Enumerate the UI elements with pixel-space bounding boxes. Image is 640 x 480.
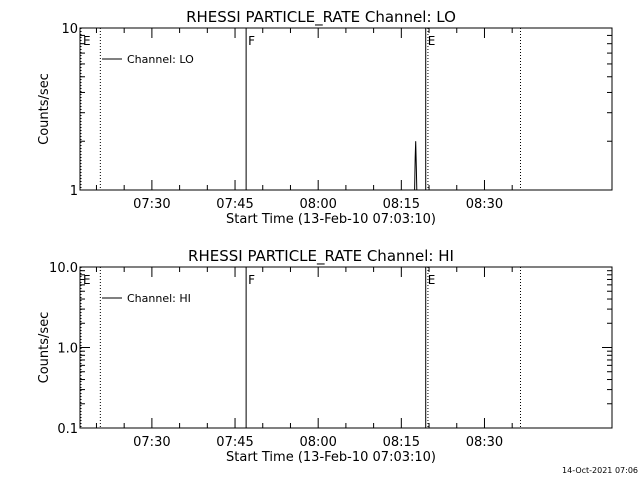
panel1-xtick-label: 08:15 <box>383 197 420 212</box>
panel2-xlabel: Start Time (13-Feb-10 07:03:10) <box>226 450 436 465</box>
panel1-xtick-label: 07:45 <box>216 197 253 212</box>
panel1-event-marker-label: E <box>428 34 436 48</box>
panel2-xtick-label: 07:30 <box>133 435 170 450</box>
panel1-xtick-label: 07:30 <box>133 197 170 212</box>
panel2-ytick-label: 10.0 <box>49 261 78 276</box>
panel1-xtick-label: 08:30 <box>466 197 503 212</box>
footer-timestamp: 14-Oct-2021 07:06 <box>562 466 638 475</box>
panel1-legend-label: Channel: LO <box>127 53 194 66</box>
panel2-ytick-label: 0.1 <box>57 422 78 437</box>
panel2-ytick-label: 1.0 <box>57 342 78 357</box>
panel2-event-marker-label: F <box>248 273 255 287</box>
panel2-xtick-label: 07:45 <box>216 435 253 450</box>
panel2-xtick-label: 08:15 <box>383 435 420 450</box>
panel2-event-marker-label: E <box>83 273 91 287</box>
panel1-event-marker-label: F <box>248 34 255 48</box>
panel2-ylabel: Counts/sec <box>37 312 52 384</box>
panel2-title: RHESSI PARTICLE_RATE Channel: HI <box>188 247 454 266</box>
panel2-legend-label: Channel: HI <box>127 292 191 305</box>
panel2-xtick-label: 08:30 <box>466 435 503 450</box>
panel1-ytick-label: 10 <box>61 22 78 37</box>
panel1-title: RHESSI PARTICLE_RATE Channel: LO <box>186 8 456 27</box>
panel1-event-marker-label: E <box>83 34 91 48</box>
panel2-xtick-label: 08:00 <box>299 435 336 450</box>
panel1-xtick-label: 08:00 <box>299 197 336 212</box>
panel1-ylabel: Counts/sec <box>37 73 52 145</box>
panel2-event-marker-label: E <box>428 273 436 287</box>
panel1-series-line <box>414 141 418 191</box>
panel1-xlabel: Start Time (13-Feb-10 07:03:10) <box>226 212 436 227</box>
panel1-ytick-label: 1 <box>70 184 78 199</box>
